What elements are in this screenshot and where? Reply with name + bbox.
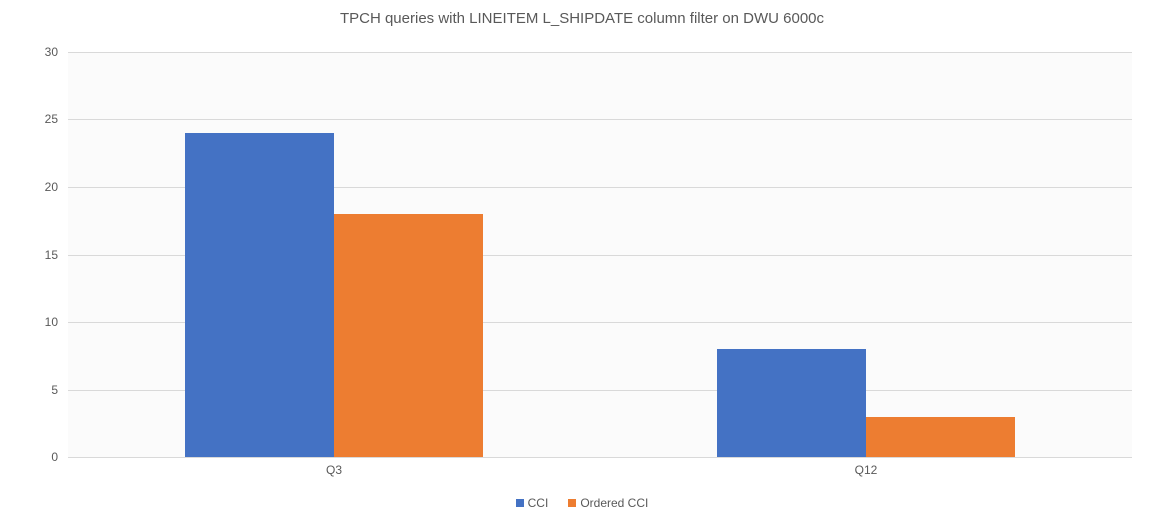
y-tick-label: 20 [45,180,68,194]
legend-swatch [568,499,576,507]
y-tick-label: 10 [45,315,68,329]
legend: CCI Ordered CCI [0,495,1164,510]
bar [866,417,1015,458]
y-tick-label: 25 [45,112,68,126]
gridline [68,457,1132,458]
x-tick-label: Q3 [326,457,342,477]
gridline [68,52,1132,53]
plot-area: 051015202530Q3Q12 [68,52,1132,458]
x-tick-label: Q12 [855,457,878,477]
y-tick-label: 15 [45,248,68,262]
legend-label: CCI [528,496,549,510]
chart-title: TPCH queries with LINEITEM L_SHIPDATE co… [0,0,1164,38]
y-tick-label: 30 [45,45,68,59]
y-tick-label: 0 [51,450,68,464]
legend-item: Ordered CCI [568,495,648,510]
legend-swatch [516,499,524,507]
bar [717,349,866,457]
chart-container: TPCH queries with LINEITEM L_SHIPDATE co… [0,0,1164,516]
y-tick-label: 5 [51,383,68,397]
legend-label: Ordered CCI [580,496,648,510]
bar [185,133,334,457]
legend-item: CCI [516,495,549,510]
gridline [68,119,1132,120]
plot-surface: 051015202530Q3Q12 [68,52,1132,458]
bar [334,214,483,457]
